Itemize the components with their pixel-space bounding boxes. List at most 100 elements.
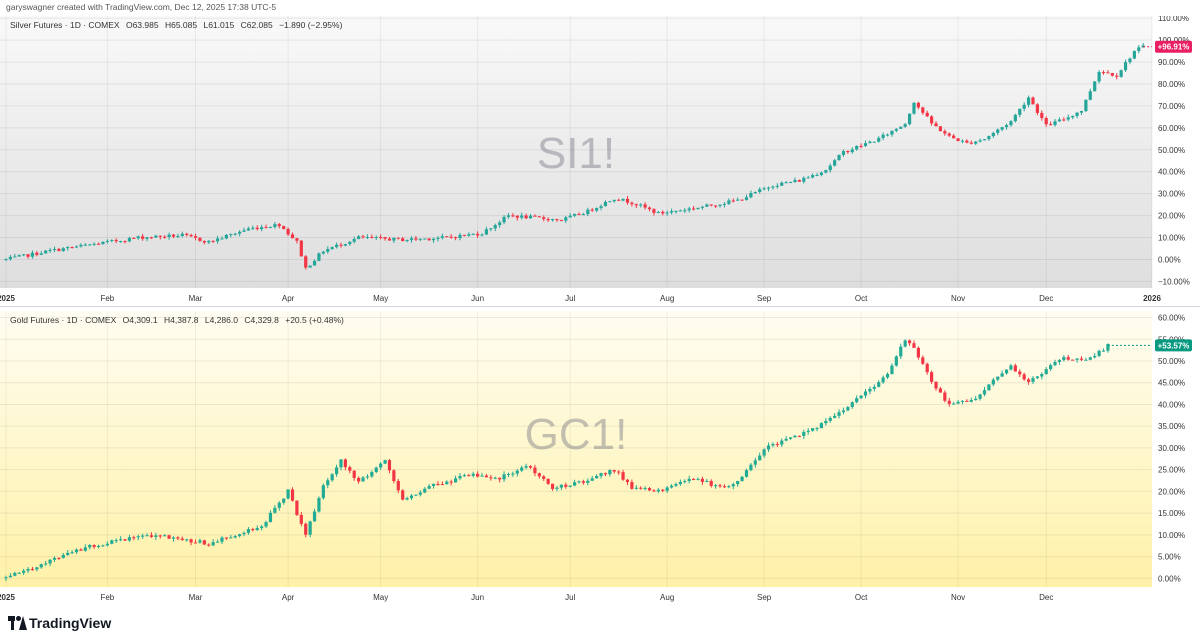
candle-body [379, 463, 383, 468]
candle-body [974, 398, 978, 401]
silver-legend-change: −1.890 (−2.95%) [279, 20, 343, 30]
candle-body [379, 236, 383, 238]
candle-body [775, 185, 779, 187]
candle-body [524, 466, 528, 468]
silver-chart-svg[interactable]: 110.00% 100.00% 90.00% 80.00% 70.00% 60.00% 50… [0, 16, 1200, 306]
candle-body [899, 346, 903, 357]
candle-body [736, 199, 740, 201]
candle-body [22, 254, 26, 256]
candle-body [273, 224, 277, 228]
gold-x-tick: Dec [1039, 593, 1053, 602]
gold-time-scale[interactable] [0, 587, 1152, 606]
candle-body [1009, 121, 1013, 126]
gold-y-tick: 25.00% [1158, 466, 1185, 475]
candle-body [1031, 97, 1035, 105]
candle-body [590, 209, 594, 211]
candle-body [863, 143, 868, 147]
candle-body [797, 180, 801, 182]
silver-y-tick: −10.00% [1158, 277, 1190, 286]
candle-body [669, 485, 674, 488]
candle-body [101, 545, 105, 547]
candle-body [180, 538, 184, 540]
candle-body [260, 526, 264, 529]
silver-legend-low: L61.015 [203, 20, 235, 30]
candle-body [608, 470, 612, 475]
candle-body [1009, 365, 1013, 370]
tradingview-branding[interactable]: TradingView [8, 612, 111, 634]
candle-body [987, 136, 991, 140]
candle-body [167, 535, 171, 539]
silver-price-scale[interactable] [1152, 16, 1200, 306]
candle-body [4, 577, 8, 579]
candle-body [74, 549, 79, 553]
candle-body [127, 537, 132, 541]
candle-body [771, 443, 775, 446]
candle-body [819, 423, 824, 429]
candle-body [35, 567, 39, 570]
candle-body [736, 480, 740, 485]
candle-body [458, 234, 462, 239]
candle-body [1035, 376, 1039, 379]
candle-body [145, 237, 149, 239]
gold-x-tick: 2025 [0, 593, 15, 602]
candle-body [198, 540, 202, 543]
candle-body [511, 473, 515, 475]
candle-body [665, 212, 669, 214]
candle-body [952, 403, 956, 405]
candle-body [550, 483, 555, 489]
candle-body [1079, 111, 1084, 113]
silver-time-scale[interactable] [0, 288, 1152, 306]
candle-body [661, 211, 665, 214]
silver-chart-pane[interactable]: 110.00% 100.00% 90.00% 80.00% 70.00% 60.00% 50… [0, 16, 1200, 307]
candle-body [295, 500, 299, 515]
candle-body [855, 398, 859, 403]
candle-body [88, 244, 92, 246]
candle-body [956, 401, 960, 404]
candle-body [39, 564, 43, 568]
gold-last-value-text: +53.57% [1158, 341, 1190, 350]
candle-body [1093, 81, 1097, 92]
candle-body [238, 231, 242, 234]
candle-body [52, 557, 57, 560]
candle-body [740, 199, 744, 201]
candle-body [938, 388, 943, 393]
candle-body [868, 141, 872, 144]
candle-body [57, 248, 61, 252]
candle-body [44, 250, 48, 254]
candle-body [427, 238, 431, 241]
candle-body [581, 214, 586, 216]
candle-body [943, 131, 947, 134]
gold-x-tick: Apr [282, 593, 295, 602]
candle-body [4, 259, 8, 261]
silver-x-tick: Sep [757, 294, 772, 303]
gold-legend-close: C4,329.8 [244, 315, 279, 325]
gold-chart-pane[interactable]: 60.00%55.00%50.00%45.00%40.00%35.00%30.0… [0, 311, 1200, 606]
gold-price-scale[interactable] [1152, 311, 1200, 606]
candle-body [1084, 359, 1088, 361]
silver-y-tick: 80.00% [1158, 80, 1185, 89]
candle-body [224, 537, 228, 539]
candle-body [837, 412, 841, 416]
candle-body [797, 435, 801, 437]
candle-body [357, 477, 361, 482]
candle-body [449, 236, 453, 238]
candle-body [559, 220, 563, 222]
candle-body [877, 138, 881, 142]
gold-y-tick: 35.00% [1158, 422, 1185, 431]
candle-body [8, 256, 13, 260]
candle-body [176, 537, 180, 539]
candle-body [506, 215, 511, 217]
candle-body [758, 455, 762, 461]
gold-chart-svg[interactable]: 60.00%55.00%50.00%45.00%40.00%35.00%30.0… [0, 311, 1200, 606]
candle-body [749, 464, 753, 471]
gold-x-tick: Jun [471, 593, 484, 602]
candle-body [268, 512, 273, 523]
candle-body [1053, 361, 1057, 366]
candle-body [872, 386, 876, 389]
candle-body [793, 180, 797, 183]
candle-body [515, 470, 519, 474]
candle-body [577, 481, 581, 483]
candle-body [1018, 108, 1022, 115]
candle-body [330, 247, 334, 250]
candle-body [132, 237, 136, 239]
